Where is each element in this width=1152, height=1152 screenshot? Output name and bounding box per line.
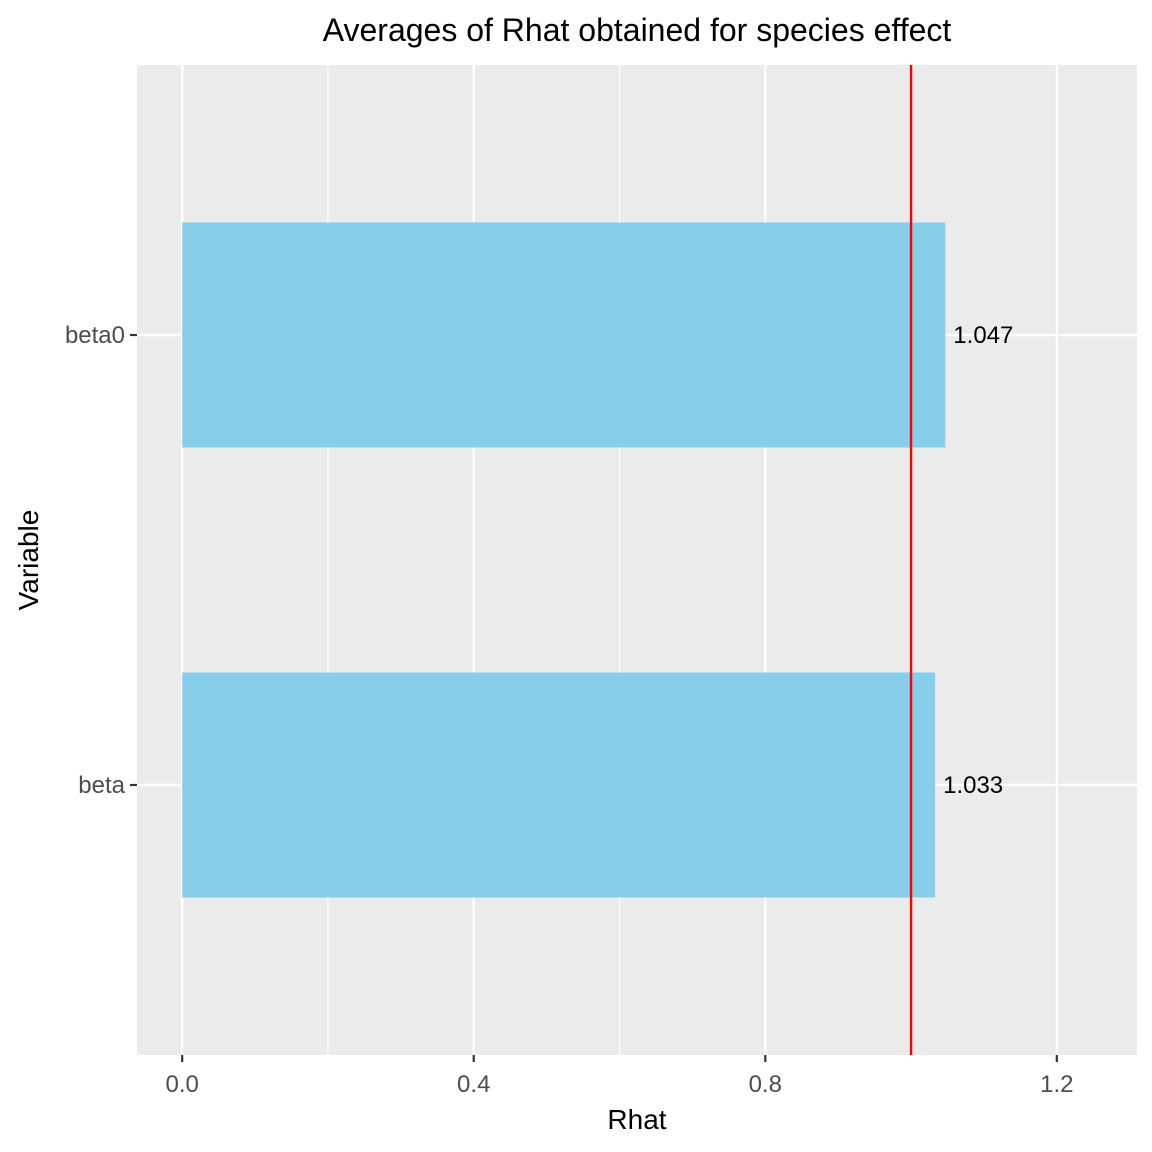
- y-tick-label-beta0: beta0: [65, 322, 125, 349]
- y-tick-label-beta: beta: [78, 772, 125, 799]
- bar-beta: [182, 672, 936, 898]
- x-tick-label: 0.8: [749, 1071, 782, 1098]
- y-axis-title: Variable: [13, 510, 44, 611]
- chart-title: Averages of Rhat obtained for species ef…: [323, 12, 952, 48]
- x-tick-label: 1.2: [1040, 1071, 1073, 1098]
- plot-panel: [137, 65, 1137, 1055]
- data-labels: 1.047 1.033: [943, 322, 1013, 799]
- bars: [182, 222, 946, 898]
- x-tick-label: 0.0: [166, 1071, 199, 1098]
- x-axis: 0.0 0.4 0.8 1.2: [166, 1055, 1074, 1098]
- data-label-beta: 1.033: [943, 772, 1003, 799]
- x-tick-label: 0.4: [457, 1071, 490, 1098]
- y-axis: beta0 beta: [65, 322, 137, 799]
- bar-beta0: [182, 222, 946, 448]
- data-label-beta0: 1.047: [953, 322, 1013, 349]
- x-axis-title: Rhat: [607, 1104, 666, 1135]
